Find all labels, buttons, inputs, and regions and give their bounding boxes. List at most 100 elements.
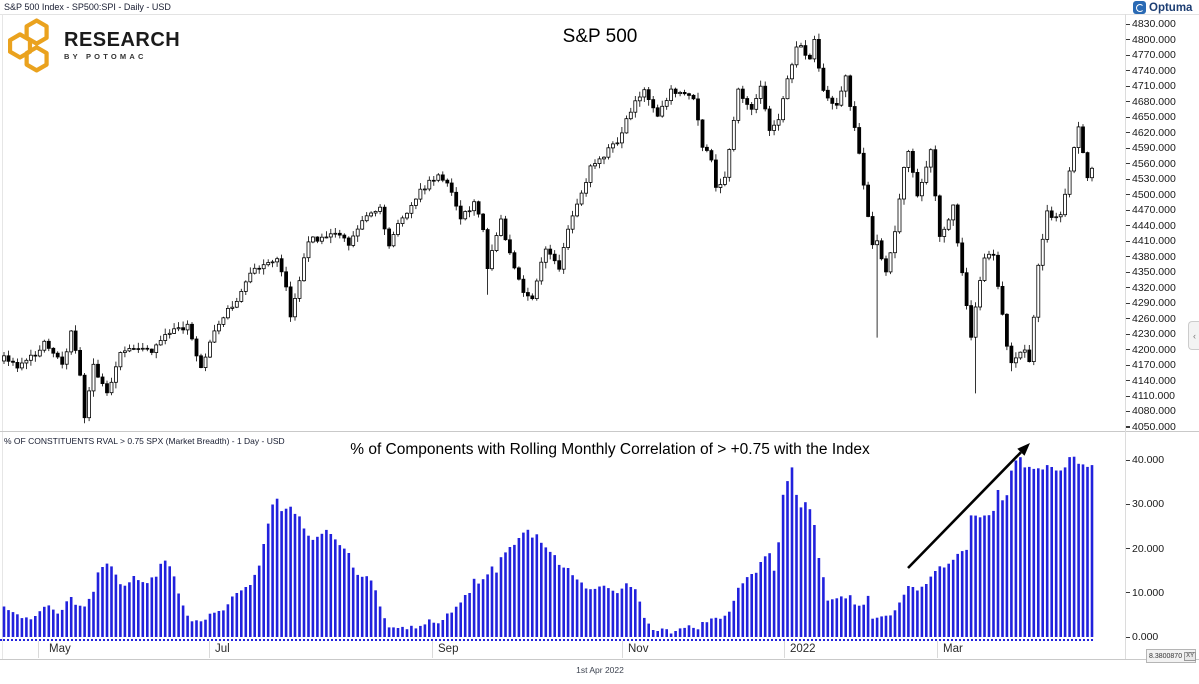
breadth-chart-area[interactable] — [3, 432, 1125, 638]
chevron-left-icon: ‹ — [1193, 330, 1196, 341]
price-tick-label: 4170.000 — [1132, 359, 1176, 371]
price-tickmark — [1126, 410, 1130, 413]
panel-left-border — [2, 14, 3, 659]
price-tickmark — [1126, 39, 1130, 41]
month-separator — [209, 641, 210, 658]
brand-title: RESEARCH — [64, 28, 181, 51]
price-tick-label: 4470.000 — [1132, 204, 1176, 217]
xaxis-month-label: Nov — [628, 643, 649, 655]
chart-symbol-title: S&P 500 Index - SP500:SPI - Daily - USD — [4, 2, 171, 12]
price-tick-label: 4080.000 — [1132, 405, 1176, 418]
price-tickmark — [1126, 395, 1130, 397]
zero-line-dotted — [0, 639, 1093, 641]
optuma-wordmark: Optuma — [1149, 1, 1193, 14]
price-tick-label: 4710.000 — [1132, 80, 1176, 93]
price-tickmark — [1126, 364, 1130, 366]
price-tick-label: 4560.000 — [1132, 157, 1176, 170]
last-bar-date: 1st Apr 2022 — [576, 665, 624, 675]
optuma-icon — [1133, 1, 1146, 14]
candlestick-series[interactable] — [2, 33, 1094, 424]
price-tick-label: 4410.000 — [1132, 235, 1176, 248]
xaxis-month-label: May — [49, 643, 71, 655]
price-tickmark — [1126, 380, 1130, 382]
breadth-tickmark — [1126, 548, 1130, 550]
price-tickmark — [1126, 101, 1130, 103]
price-tickmark — [1126, 209, 1130, 211]
price-tickmark — [1126, 225, 1130, 227]
breadth-tick-label: 0.000 — [1132, 631, 1159, 643]
price-tick-label: 4440.000 — [1132, 219, 1176, 232]
price-tickmark — [1126, 333, 1130, 335]
breadth-tickmark — [1126, 592, 1130, 594]
collapse-panel-handle[interactable]: ‹ — [1188, 321, 1199, 350]
price-tickmark — [1126, 116, 1130, 118]
price-tick-label: 4500.000 — [1132, 188, 1176, 201]
arrow-annotation[interactable] — [907, 443, 1030, 569]
brand-subtitle: BY POTOMAC — [64, 51, 147, 61]
price-tick-label: 4320.000 — [1132, 281, 1176, 294]
optuma-logo[interactable]: Optuma — [1133, 1, 1192, 14]
month-separator — [38, 641, 39, 658]
cursor-value-box[interactable]: 8.3800870 XY — [1146, 649, 1197, 663]
month-separator — [622, 641, 623, 658]
price-tickmark — [1126, 302, 1130, 304]
cursor-value: 8.3800870 — [1149, 652, 1183, 660]
price-tick-label: 4200.000 — [1132, 343, 1176, 356]
breadth-series-header: % OF CONSTITUENTS RVAL > 0.75 SPX (Marke… — [4, 436, 285, 446]
price-tickmark — [1126, 256, 1130, 258]
price-tickmark — [1126, 147, 1130, 149]
breadth-tickmark — [1126, 636, 1130, 638]
month-separator — [432, 641, 433, 658]
potomac-hexagons-icon — [8, 18, 49, 73]
breadth-tickmark — [1126, 459, 1130, 461]
price-tickmark — [1126, 349, 1130, 351]
price-tickmark — [1126, 287, 1130, 289]
price-tickmark — [1126, 271, 1130, 273]
price-tickmark — [1126, 23, 1130, 25]
breadth-bar-series[interactable] — [2, 456, 1094, 637]
yaxis-separator — [1125, 14, 1126, 659]
price-tickmark — [1126, 163, 1130, 165]
breadth-panel-title: % of Components with Rolling Monthly Cor… — [350, 441, 870, 458]
price-tick-label: 4290.000 — [1132, 297, 1176, 309]
price-tick-label: 4110.000 — [1132, 390, 1176, 402]
price-tickmark — [1126, 240, 1130, 242]
price-tickmark — [1126, 178, 1130, 180]
price-tick-label: 4800.000 — [1132, 33, 1176, 46]
header-divider — [0, 13, 1199, 15]
price-tick-label: 4770.000 — [1132, 49, 1176, 62]
panel-divider — [0, 431, 1199, 432]
xaxis-month-label: Sep — [438, 643, 459, 655]
month-separator — [784, 641, 785, 658]
xaxis-month-label: Jul — [215, 643, 230, 655]
price-tick-label: 4050.000 — [1132, 420, 1176, 433]
price-tick-label: 4740.000 — [1132, 64, 1176, 77]
price-tickmark — [1126, 85, 1130, 87]
price-tickmark — [1126, 132, 1130, 134]
price-tick-label: 4680.000 — [1132, 95, 1176, 108]
price-tick-label: 4650.000 — [1132, 111, 1176, 124]
xaxis-month-label: Mar — [943, 643, 963, 655]
price-tick-label: 4140.000 — [1132, 374, 1176, 387]
price-chart-area[interactable] — [3, 15, 1125, 431]
price-tick-label: 4590.000 — [1132, 142, 1176, 155]
price-tickmark — [1126, 70, 1130, 72]
price-panel-title: S&P 500 — [562, 26, 638, 47]
price-tickmark — [1126, 318, 1130, 320]
breadth-tick-label: 20.000 — [1132, 542, 1165, 555]
price-tick-label: 4350.000 — [1132, 266, 1176, 279]
price-tickmark — [1126, 426, 1130, 428]
axis-bottom-line — [0, 659, 1199, 660]
breadth-tickmark — [1126, 503, 1130, 505]
xy-badge: XY — [1184, 651, 1197, 661]
price-tick-label: 4530.000 — [1132, 173, 1176, 186]
breadth-tick-label: 30.000 — [1132, 498, 1165, 511]
price-tick-label: 4260.000 — [1132, 312, 1176, 325]
research-by-potomac-logo: RESEARCH BY POTOMAC — [8, 16, 180, 74]
price-tick-label: 4380.000 — [1132, 250, 1176, 263]
price-tick-label: 4830.000 — [1132, 18, 1176, 31]
breadth-tick-label: 10.000 — [1132, 586, 1165, 599]
price-tickmark — [1126, 194, 1130, 196]
